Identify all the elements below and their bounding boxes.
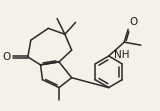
Text: O: O xyxy=(129,17,137,27)
Text: NH: NH xyxy=(114,50,129,60)
Text: O: O xyxy=(2,53,10,62)
